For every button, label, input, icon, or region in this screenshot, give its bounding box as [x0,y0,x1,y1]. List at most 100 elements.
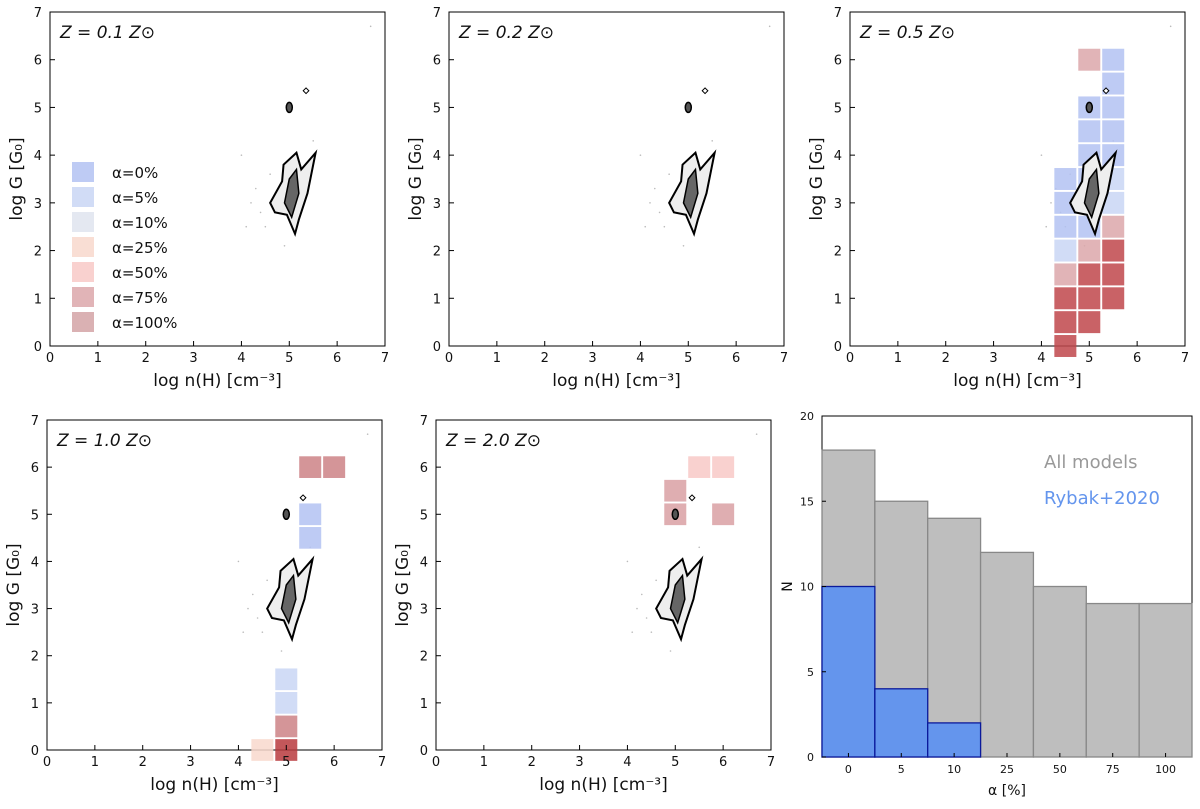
x-tick-label: 1 [894,351,902,366]
y-tick-label: 4 [420,555,428,570]
y-tick-label: 7 [34,6,42,21]
panel-annotation: Z = 0.1 Z⊙ [59,23,155,43]
alpha-square [1054,215,1077,238]
contour-peak [285,101,294,114]
alpha-square [275,668,298,691]
x-tick-label: 5 [1085,351,1093,366]
x-tick-label: 1 [91,755,99,770]
hist-bar [1085,602,1140,758]
x-tick-label: 4 [636,351,644,366]
hist-bar [979,551,1035,758]
alpha-square [1078,263,1101,286]
model-dot [645,617,648,619]
plot-frame [49,11,386,347]
alpha-square [275,692,298,714]
model-dot [1050,202,1052,204]
model-dot [259,211,262,214]
alpha-square [1102,48,1125,71]
alpha-square [299,456,322,478]
model-dot [1040,154,1043,156]
x-tick-label: 75 [1106,763,1120,776]
y-tick-label: 3 [31,603,39,618]
y-tick-label: 7 [420,414,428,429]
alpha-square [712,503,735,526]
alpha-square [1054,311,1077,334]
alpha-square [1078,311,1101,334]
x-tick-label: 0 [432,755,440,770]
alpha-square [1078,48,1101,71]
y-tick-label: 5 [834,101,842,116]
y-tick-label: 6 [433,54,441,69]
legend-swatch [72,162,94,182]
legend-label: Rybak+2020 [1044,488,1160,509]
y-axis-label: log G [G₀] [393,543,413,626]
x-tick-label: 5 [684,351,692,366]
x-tick-label: 3 [588,351,596,366]
x-tick-label: 1 [94,351,102,366]
legend-label: α=100% [112,314,177,332]
y-tick-label: 6 [31,461,39,476]
x-tick-label: 100 [1155,763,1176,776]
alpha-square [1102,239,1125,262]
model-dot [254,187,257,190]
x-tick-label: 0 [845,763,852,776]
legend-swatch [72,212,94,232]
x-tick-label: 3 [575,755,583,770]
x-tick-label: 1 [480,755,488,770]
x-axis-label: log n(H) [cm⁻³] [539,775,668,795]
hist-bar [821,585,876,758]
x-tick-label: 2 [142,351,150,366]
model-dot [639,154,642,156]
legend-label: α=50% [112,264,168,282]
y-tick-label: 2 [34,245,42,260]
x-axis-label: α [%] [988,783,1026,799]
x-tick-label: 2 [942,351,950,366]
x-tick-label: 0 [43,755,51,770]
model-dot [250,202,252,204]
model-dot [366,433,369,435]
x-tick-label: 4 [234,755,242,770]
model-dot [650,631,653,633]
hist-bar [1138,602,1193,758]
contour-inner [283,167,300,220]
hist-bar [1032,585,1087,758]
alpha-square [688,456,711,478]
model-dot [668,173,670,176]
x-tick-label: 7 [767,755,775,770]
model-dot [247,607,249,610]
model-dot [655,579,657,582]
alpha-square [1078,120,1101,143]
model-dot [649,202,651,204]
y-tick-label: 3 [433,197,441,212]
y-tick-label: 5 [34,101,42,116]
y-tick-label: 2 [433,245,441,260]
model-dot [312,140,315,142]
legend-label: All models [1044,452,1137,473]
alpha-square [251,739,274,761]
contour-peak [688,494,696,502]
y-tick-label: 7 [433,6,441,21]
x-tick-label: 6 [1133,351,1141,366]
x-tick-label: 5 [282,755,290,770]
x-tick-label: 4 [623,755,631,770]
model-dot [1169,25,1172,28]
x-tick-label: 3 [989,351,997,366]
model-dot [251,593,254,596]
model-dot [626,560,629,563]
y-tick-label: 5 [31,508,39,523]
x-tick-label: 6 [732,351,740,366]
y-axis-label: log G [G₀] [7,137,27,220]
x-tick-label: 7 [780,351,788,366]
contour-peak [282,508,291,521]
alpha-square [1102,215,1125,238]
x-tick-label: 2 [528,755,536,770]
x-tick-label: 0 [46,351,54,366]
model-dot [698,546,701,549]
alpha-square [323,456,346,478]
x-tick-label: 1 [493,351,501,366]
contour-peak [1085,101,1094,114]
legend-label: α=75% [112,289,168,307]
model-dot [256,617,259,619]
contour-inner [669,573,686,625]
x-tick-label: 6 [333,351,341,366]
